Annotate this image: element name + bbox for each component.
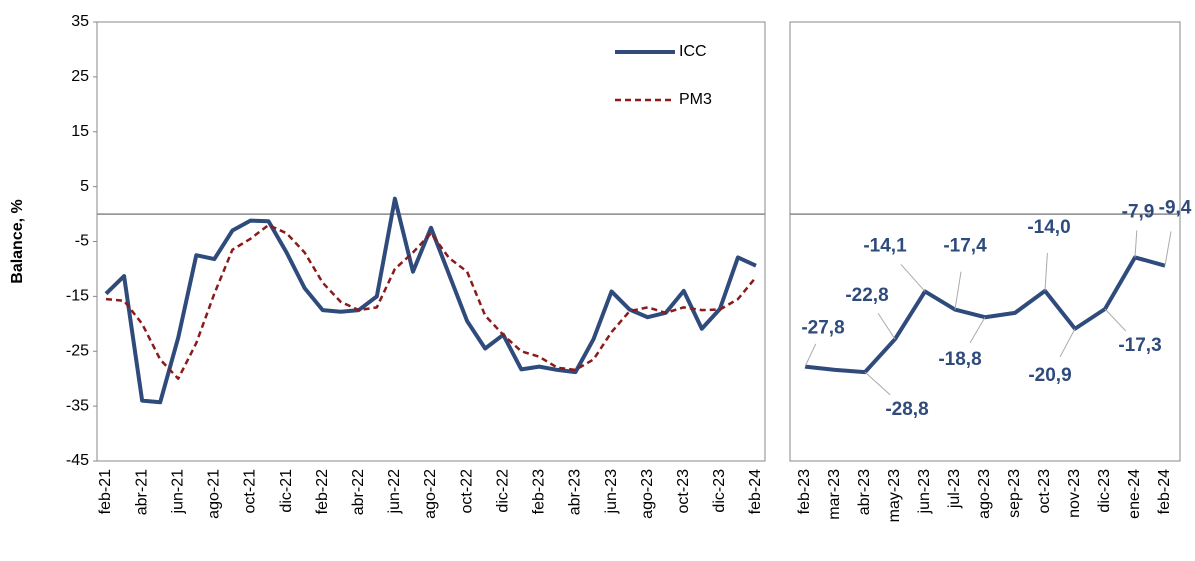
x-tick-label: feb-23 <box>531 469 548 514</box>
legend-label: PM3 <box>679 91 712 108</box>
x-tick-label: ago-23 <box>639 469 656 519</box>
y-tick-label: -45 <box>66 452 89 469</box>
x-tick-label: feb-21 <box>97 469 114 514</box>
line-series <box>105 223 757 380</box>
data-label: -17,3 <box>1118 335 1161 356</box>
plot-frame <box>96 21 766 462</box>
data-label: -9,4 <box>1159 198 1192 219</box>
leader-line <box>969 316 986 344</box>
data-label: -18,8 <box>938 349 981 370</box>
leader-line <box>1164 231 1172 266</box>
leader-line <box>864 371 891 396</box>
data-label: -27,8 <box>801 318 844 339</box>
x-tick-label: nov-23 <box>1066 469 1083 518</box>
x-tick-label: feb-22 <box>314 469 331 514</box>
leader-line <box>877 313 896 340</box>
x-tick-label: feb-23 <box>796 469 813 514</box>
x-tick-label: abr-23 <box>856 469 873 515</box>
x-tick-label: jun-22 <box>386 469 403 515</box>
x-tick-label: dic-23 <box>1096 469 1113 513</box>
x-tick-label: jul-23 <box>946 469 963 509</box>
x-tick-label: abr-21 <box>133 469 150 515</box>
x-tick-label: ago-21 <box>206 469 223 519</box>
x-tick-label: dic-23 <box>711 469 728 513</box>
y-tick-label: 35 <box>71 13 89 30</box>
x-tick-label: oct-23 <box>1036 469 1053 514</box>
x-tick-label: sep-23 <box>1006 469 1023 518</box>
x-tick-label: feb-24 <box>1156 469 1173 514</box>
leader-line <box>804 343 817 367</box>
leader-line <box>1044 253 1048 291</box>
data-label: -22,8 <box>845 285 888 306</box>
data-label: -14,0 <box>1027 217 1070 238</box>
y-tick-label: 15 <box>71 123 89 140</box>
x-tick-label: jun-23 <box>916 469 933 515</box>
leader-line <box>900 264 926 292</box>
data-label: -17,4 <box>943 236 987 257</box>
x-tick-label: may-23 <box>886 469 903 522</box>
data-label: -20,9 <box>1028 365 1071 386</box>
x-tick-label: oct-21 <box>242 469 259 514</box>
plot-frame <box>789 21 1181 462</box>
x-tick-label: jun-23 <box>603 469 620 515</box>
y-tick-label: -25 <box>66 342 89 359</box>
leader-line <box>1059 328 1076 358</box>
y-tick-label: -35 <box>66 397 89 414</box>
y-tick-label: 5 <box>80 178 89 195</box>
x-tick-label: ago-22 <box>422 469 439 519</box>
x-tick-label: abr-22 <box>350 469 367 515</box>
data-label: -7,9 <box>1122 201 1155 222</box>
data-label: -28,8 <box>885 399 928 420</box>
y-tick-label: 25 <box>71 68 89 85</box>
x-tick-label: mar-23 <box>826 469 843 520</box>
leader-line <box>1104 308 1127 332</box>
y-axis-label: Balance, % <box>9 199 26 283</box>
data-label: -14,1 <box>863 235 907 256</box>
x-tick-label: ago-23 <box>976 469 993 519</box>
leader-line <box>954 271 962 310</box>
x-tick-label: abr-23 <box>567 469 584 515</box>
x-tick-label: oct-22 <box>458 469 475 514</box>
x-tick-label: feb-24 <box>747 469 764 514</box>
legend-label: ICC <box>679 43 707 60</box>
x-tick-label: ene-24 <box>1126 469 1143 519</box>
y-tick-label: -5 <box>75 233 89 250</box>
leader-line <box>1134 230 1138 258</box>
x-tick-label: dic-22 <box>494 469 511 513</box>
x-tick-label: dic-21 <box>278 469 295 513</box>
x-tick-label: oct-23 <box>675 469 692 514</box>
y-tick-label: -15 <box>66 288 89 305</box>
line-series <box>104 196 757 405</box>
x-tick-label: jun-21 <box>169 469 186 515</box>
